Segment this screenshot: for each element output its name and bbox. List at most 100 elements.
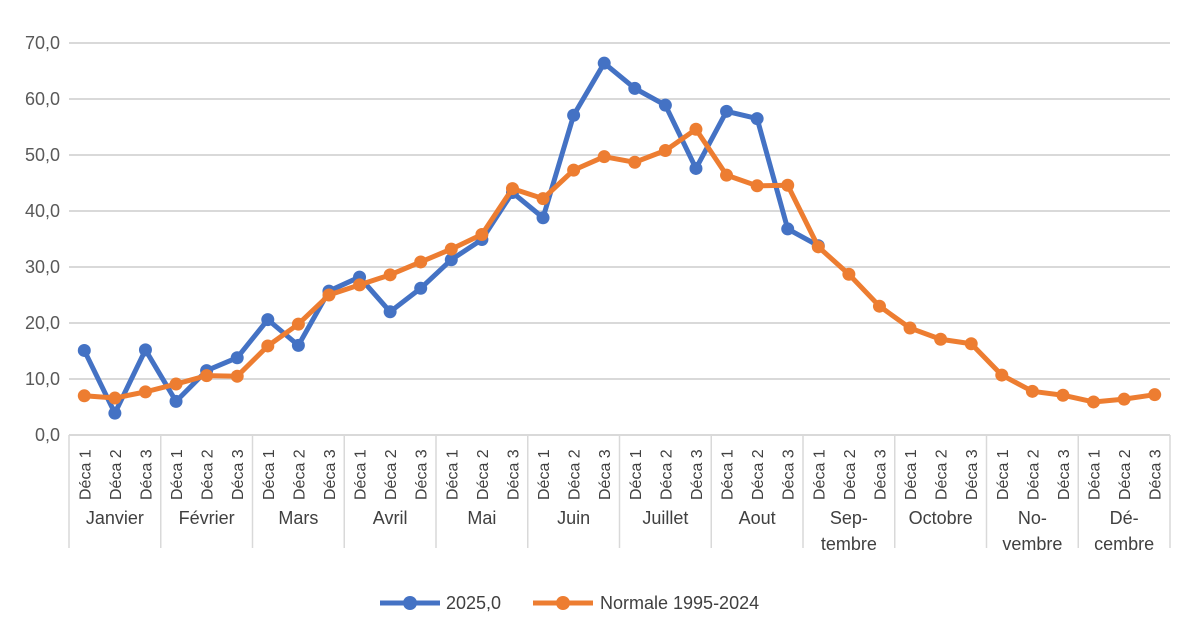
data-point	[444, 253, 458, 267]
x-tick-label: Déca 3	[964, 449, 981, 500]
x-tick-label: Déca 1	[628, 449, 645, 500]
x-tick-label: Déca 3	[689, 449, 706, 500]
data-point	[1025, 384, 1039, 398]
data-point	[658, 98, 672, 112]
data-point	[77, 389, 91, 403]
month-label: Mars	[278, 508, 318, 528]
x-tick-label: Déca 3	[414, 449, 431, 500]
month-label: Janvier	[86, 508, 144, 528]
x-tick-label: Déca 2	[200, 449, 217, 500]
data-point	[1148, 388, 1162, 402]
data-point	[689, 122, 703, 136]
x-axis: Déca 1 Déca 2 Déca 3 Déca 1 Déca 2 Déca 3 Déca…	[68, 435, 1171, 554]
data-point	[658, 144, 672, 158]
x-tick-label: Déca 1	[169, 449, 186, 500]
data-point	[628, 155, 642, 169]
data-point	[77, 343, 91, 357]
legend-marker-normale	[556, 596, 570, 610]
data-point	[261, 313, 275, 327]
x-tick-label: Déca 2	[567, 449, 584, 500]
y-tick-label: 30,0	[25, 257, 60, 277]
data-point	[414, 281, 428, 295]
series-line	[81, 60, 821, 416]
series-layer	[77, 56, 1162, 420]
data-point	[750, 179, 764, 193]
data-point	[811, 240, 825, 254]
legend-marker-2025	[403, 596, 417, 610]
data-point	[138, 343, 152, 357]
data-point	[872, 299, 886, 313]
data-point	[567, 163, 581, 177]
data-point	[934, 332, 948, 346]
data-point	[353, 278, 367, 292]
x-tick-label: Déca 1	[261, 449, 278, 500]
x-tick-label: Déca 3	[322, 449, 339, 500]
data-point	[536, 192, 550, 206]
month-label: Octobre	[909, 508, 973, 528]
data-point	[781, 178, 795, 192]
x-tick-label: Déca 2	[108, 449, 125, 500]
x-tick-label: Déca 1	[77, 449, 94, 500]
data-point	[291, 317, 305, 331]
x-tick-label: Déca 2	[475, 449, 492, 500]
data-point	[842, 267, 856, 281]
data-point	[230, 369, 244, 383]
x-tick-label: Déca 1	[444, 449, 461, 500]
series-line	[81, 126, 1158, 405]
data-point	[567, 108, 581, 122]
y-tick-label: 70,0	[25, 33, 60, 53]
data-point	[597, 150, 611, 164]
data-point	[689, 161, 703, 175]
month-label: No-	[1018, 508, 1047, 528]
data-point	[903, 321, 917, 335]
legend-label-2025: 2025,0	[446, 593, 501, 613]
x-tick-label: Déca 1	[995, 449, 1012, 500]
data-point	[138, 385, 152, 399]
data-point	[964, 337, 978, 351]
x-tick-label: Déca 3	[872, 449, 889, 500]
month-label: Juin	[557, 508, 590, 528]
x-tick-label: Déca 3	[1056, 449, 1073, 500]
x-tick-label: Déca 3	[1148, 449, 1165, 500]
data-point	[1087, 395, 1101, 409]
x-tick-label: Déca 1	[536, 449, 553, 500]
legend: 2025,0 Normale 1995-2024	[380, 593, 759, 613]
x-tick-label: Déca 3	[781, 449, 798, 500]
legend-label-normale: Normale 1995-2024	[600, 593, 759, 613]
data-point	[383, 305, 397, 319]
month-label: Avril	[373, 508, 408, 528]
x-tick-label: Déca 2	[934, 449, 951, 500]
month-label: Dé-	[1110, 508, 1139, 528]
data-point	[475, 228, 489, 242]
grid-lines	[69, 42, 1170, 436]
month-label: Mai	[467, 508, 496, 528]
x-tick-label: Déca 2	[1117, 449, 1134, 500]
x-tick-label: Déca 3	[230, 449, 247, 500]
x-tick-label: Déca 2	[1025, 449, 1042, 500]
data-point	[597, 56, 611, 70]
data-point	[781, 222, 795, 236]
data-point	[536, 211, 550, 225]
x-tick-label: Déca 2	[383, 449, 400, 500]
data-point	[444, 242, 458, 256]
data-point	[1056, 388, 1070, 402]
data-point	[322, 288, 336, 302]
data-point	[414, 255, 428, 269]
data-point	[230, 351, 244, 365]
x-tick-label: Déca 3	[597, 449, 614, 500]
month-label: vembre	[1002, 534, 1062, 554]
data-point	[1117, 392, 1131, 406]
data-point	[995, 368, 1009, 382]
x-tick-label: Déca 3	[505, 449, 522, 500]
x-tick-label: Déca 2	[291, 449, 308, 500]
month-label: Sep-	[830, 508, 868, 528]
x-tick-label: Déca 1	[903, 449, 920, 500]
data-point	[720, 168, 734, 182]
data-point	[383, 268, 397, 282]
y-tick-label: 0,0	[35, 425, 60, 445]
data-point	[261, 339, 275, 353]
month-label: tembre	[821, 534, 877, 554]
month-label: cembre	[1094, 534, 1154, 554]
data-point	[108, 391, 122, 405]
